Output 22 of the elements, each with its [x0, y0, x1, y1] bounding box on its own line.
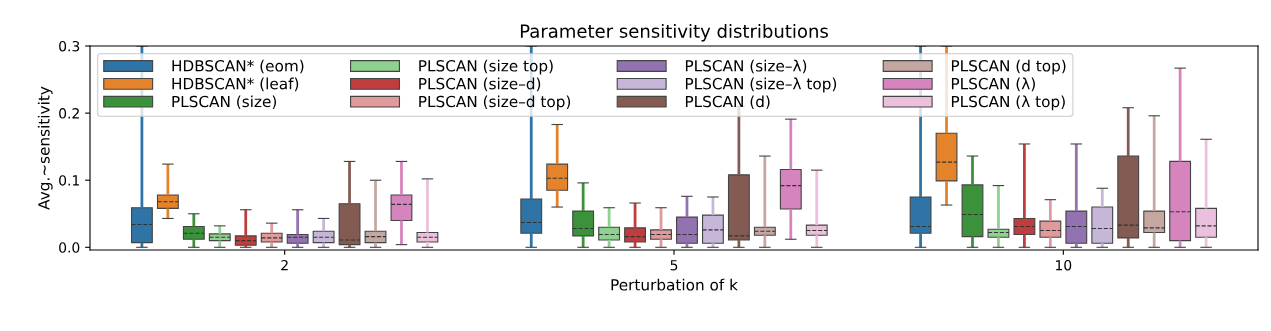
y-tick-label: 0.3 — [59, 40, 80, 52]
legend-label: PLSCAN (size top) — [419, 59, 553, 75]
x-tick-label: 10 — [1056, 259, 1072, 271]
x-tick-label: 2 — [281, 259, 288, 271]
y-axis-title: Avg.~sensitivity — [37, 86, 53, 210]
legend-label: PLSCAN (λ top) — [951, 95, 1065, 111]
legend-label: PLSCAN (size–d) — [419, 77, 541, 92]
x-tick-label: 5 — [670, 260, 678, 271]
legend-label: HDBSCAN* (eom) — [172, 59, 304, 74]
legend-label: PLSCAN (size) — [172, 95, 277, 110]
y-tick-label: 0.2 — [59, 108, 79, 119]
legend-label: PLSCAN (size–λ) — [685, 59, 807, 74]
legend-label: PLSCAN (λ) — [951, 77, 1035, 92]
legend-label: PLSCAN (d) — [685, 95, 770, 110]
chart-title: Parameter sensitivity distributions — [520, 23, 828, 42]
legend-label: PLSCAN (d top) — [951, 59, 1066, 75]
y-tick-label: 0.0 — [59, 242, 80, 253]
legend-label: PLSCAN (size–d top) — [419, 95, 571, 111]
x-axis-title: Perturbation of k — [611, 278, 738, 291]
legend-label: HDBSCAN* (leaf) — [172, 77, 299, 92]
legend-label: PLSCAN (size–λ top) — [685, 77, 837, 93]
y-tick-label: 0.1 — [59, 175, 79, 186]
